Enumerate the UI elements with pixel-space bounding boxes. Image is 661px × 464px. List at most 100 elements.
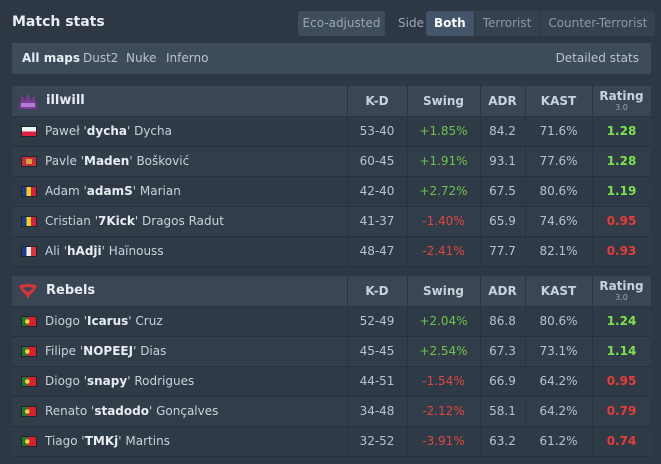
player-name-link[interactable]: Adam 'adamS' Marian xyxy=(45,184,181,198)
kd-cell: 41-37 xyxy=(359,214,395,228)
adr-cell: 93.1 xyxy=(489,154,516,168)
side-option-both[interactable]: Both xyxy=(426,11,474,36)
rating-cell: 1.28 xyxy=(606,154,637,168)
kast-cell: 74.6% xyxy=(539,214,578,228)
player-name-link[interactable]: Renato 'stadodo' Gonçalves xyxy=(45,404,219,418)
player-row[interactable]: Filipe 'NOPEEJ' Dias 45-45 +2.54% 67.3 73.1%… xyxy=(12,337,651,367)
col-kast-header[interactable]: KAST xyxy=(540,94,577,108)
column-divider xyxy=(480,86,481,267)
map-tab-inferno[interactable]: Inferno xyxy=(166,51,209,65)
eco-adjusted-toggle[interactable]: Eco-adjusted xyxy=(298,11,385,36)
adr-cell: 84.2 xyxy=(489,124,516,138)
rating-version: 3.0 xyxy=(615,103,628,112)
kd-cell: 42-40 xyxy=(359,184,395,198)
map-tab-nuke[interactable]: Nuke xyxy=(126,51,157,65)
col-kast-header[interactable]: KAST xyxy=(540,284,577,298)
kast-cell: 61.2% xyxy=(539,434,578,448)
col-kd-header[interactable]: K-D xyxy=(365,284,389,298)
swing-cell: +1.91% xyxy=(419,154,468,168)
swing-cell: -2.12% xyxy=(422,404,465,418)
swing-cell: +2.72% xyxy=(419,184,468,198)
player-nickname: NOPEEJ xyxy=(83,344,134,358)
player-row[interactable]: Diogo 'Icarus' Cruz 52-49 +2.04% 86.8 80.6% 1… xyxy=(12,307,651,337)
player-first-name: Pavle xyxy=(45,154,77,168)
adr-cell: 67.3 xyxy=(489,344,516,358)
rating-cell: 0.93 xyxy=(606,244,637,258)
player-first-name: Tiago xyxy=(45,434,78,448)
side-option-counter-terrorist[interactable]: Counter-Terrorist xyxy=(539,11,656,36)
side-selector: Both Terrorist Counter-Terrorist xyxy=(426,11,656,36)
player-nickname: stadodo xyxy=(94,404,149,418)
player-row[interactable]: Tiago 'TMKj' Martins 32-52 -3.91% 63.2 61.2%… xyxy=(12,427,651,457)
column-divider xyxy=(347,276,348,457)
portugal-flag-icon xyxy=(21,436,37,447)
adr-cell: 77.7 xyxy=(489,244,516,258)
adr-cell: 58.1 xyxy=(489,404,516,418)
player-first-name: Filipe xyxy=(45,344,77,358)
player-nickname: 7Kick xyxy=(98,214,135,228)
player-name-link[interactable]: Cristian '7Kick' Dragos Radut xyxy=(45,214,224,228)
col-swing-header[interactable]: Swing xyxy=(423,94,464,108)
column-divider xyxy=(592,276,593,457)
montenegro-flag-icon xyxy=(21,156,37,167)
rating-cell: 0.79 xyxy=(606,404,637,418)
player-name-link[interactable]: Ali 'hAdji' Haïnouss xyxy=(45,244,164,258)
player-first-name: Renato xyxy=(45,404,88,418)
player-name-link[interactable]: Pavle 'Maden' Bošković xyxy=(45,154,190,168)
team-name[interactable]: Rebels xyxy=(46,283,96,298)
swing-cell: +2.04% xyxy=(419,314,468,328)
player-row[interactable]: Ali 'hAdji' Haïnouss 48-47 -2.41% 77.7 82.1%… xyxy=(12,237,651,267)
map-tab-dust2[interactable]: Dust2 xyxy=(83,51,119,65)
swing-cell: +2.54% xyxy=(419,344,468,358)
player-name-link[interactable]: Paweł 'dycha' Dycha xyxy=(45,124,172,138)
player-row[interactable]: Cristian '7Kick' Dragos Radut 41-37 -1.40%… xyxy=(12,207,651,237)
team-header: illwill K-D Swing ADR KAST Rating 3.0 xyxy=(12,86,651,117)
kast-cell: 80.6% xyxy=(539,314,578,328)
player-row[interactable]: Paweł 'dycha' Dycha 53-40 +1.85% 84.2 71.6% 1… xyxy=(12,117,651,147)
player-row[interactable]: Diogo 'snapy' Rodrigues 44-51 -1.54% 66.9 64… xyxy=(12,367,651,397)
kd-cell: 53-40 xyxy=(359,124,395,138)
swing-cell: -3.91% xyxy=(422,434,465,448)
kast-cell: 64.2% xyxy=(539,374,578,388)
map-tab-all-maps[interactable]: All maps xyxy=(22,51,81,65)
portugal-flag-icon xyxy=(21,346,37,357)
rating-cell: 0.95 xyxy=(606,214,637,228)
player-name-link[interactable]: Diogo 'Icarus' Cruz xyxy=(45,314,163,328)
swing-cell: -1.54% xyxy=(422,374,465,388)
player-name-link[interactable]: Diogo 'snapy' Rodrigues xyxy=(45,374,195,388)
player-name-link[interactable]: Filipe 'NOPEEJ' Dias xyxy=(45,344,167,358)
rating-cell: 1.28 xyxy=(606,124,637,138)
illwill-logo-icon xyxy=(19,93,37,109)
column-divider xyxy=(347,86,348,267)
player-rows: Diogo 'Icarus' Cruz 52-49 +2.04% 86.8 80.6% 1… xyxy=(12,307,651,457)
col-rating-header[interactable]: Rating 3.0 xyxy=(592,276,651,306)
column-divider xyxy=(592,86,593,267)
rating-cell: 1.14 xyxy=(606,344,637,358)
rating-label: Rating xyxy=(599,89,644,103)
portugal-flag-icon xyxy=(21,376,37,387)
adr-cell: 63.2 xyxy=(489,434,516,448)
adr-cell: 65.9 xyxy=(489,214,516,228)
detailed-stats-link[interactable]: Detailed stats xyxy=(555,51,639,65)
rebels-logo-icon xyxy=(19,284,37,299)
col-adr-header[interactable]: ADR xyxy=(488,284,517,298)
team-name[interactable]: illwill xyxy=(46,93,85,108)
player-name-link[interactable]: Tiago 'TMKj' Martins xyxy=(45,434,170,448)
kast-cell: 77.6% xyxy=(539,154,578,168)
col-swing-header[interactable]: Swing xyxy=(423,284,464,298)
side-option-terrorist[interactable]: Terrorist xyxy=(473,11,540,36)
col-rating-header[interactable]: Rating 3.0 xyxy=(592,86,651,116)
kast-cell: 73.1% xyxy=(539,344,578,358)
kd-cell: 44-51 xyxy=(359,374,395,388)
player-nickname: adamS xyxy=(86,184,133,198)
player-last-name: Bošković xyxy=(136,154,190,168)
player-row[interactable]: Pavle 'Maden' Bošković 60-45 +1.91% 93.1 77.… xyxy=(12,147,651,177)
col-kd-header[interactable]: K-D xyxy=(365,94,389,108)
player-row[interactable]: Adam 'adamS' Marian 42-40 +2.72% 67.5 80.6% 1… xyxy=(12,177,651,207)
team-table-rebels: Rebels K-D Swing ADR KAST Rating 3.0 Dio… xyxy=(12,276,651,457)
map-filter-bar: All maps Dust2 Nuke Inferno Detailed sta… xyxy=(12,43,651,74)
match-stats-header: Match stats Eco-adjusted Side Both Terro… xyxy=(0,0,661,42)
player-row[interactable]: Renato 'stadodo' Gonçalves 34-48 -2.12% 58.… xyxy=(12,397,651,427)
col-adr-header[interactable]: ADR xyxy=(488,94,517,108)
player-nickname: snapy xyxy=(87,374,128,388)
